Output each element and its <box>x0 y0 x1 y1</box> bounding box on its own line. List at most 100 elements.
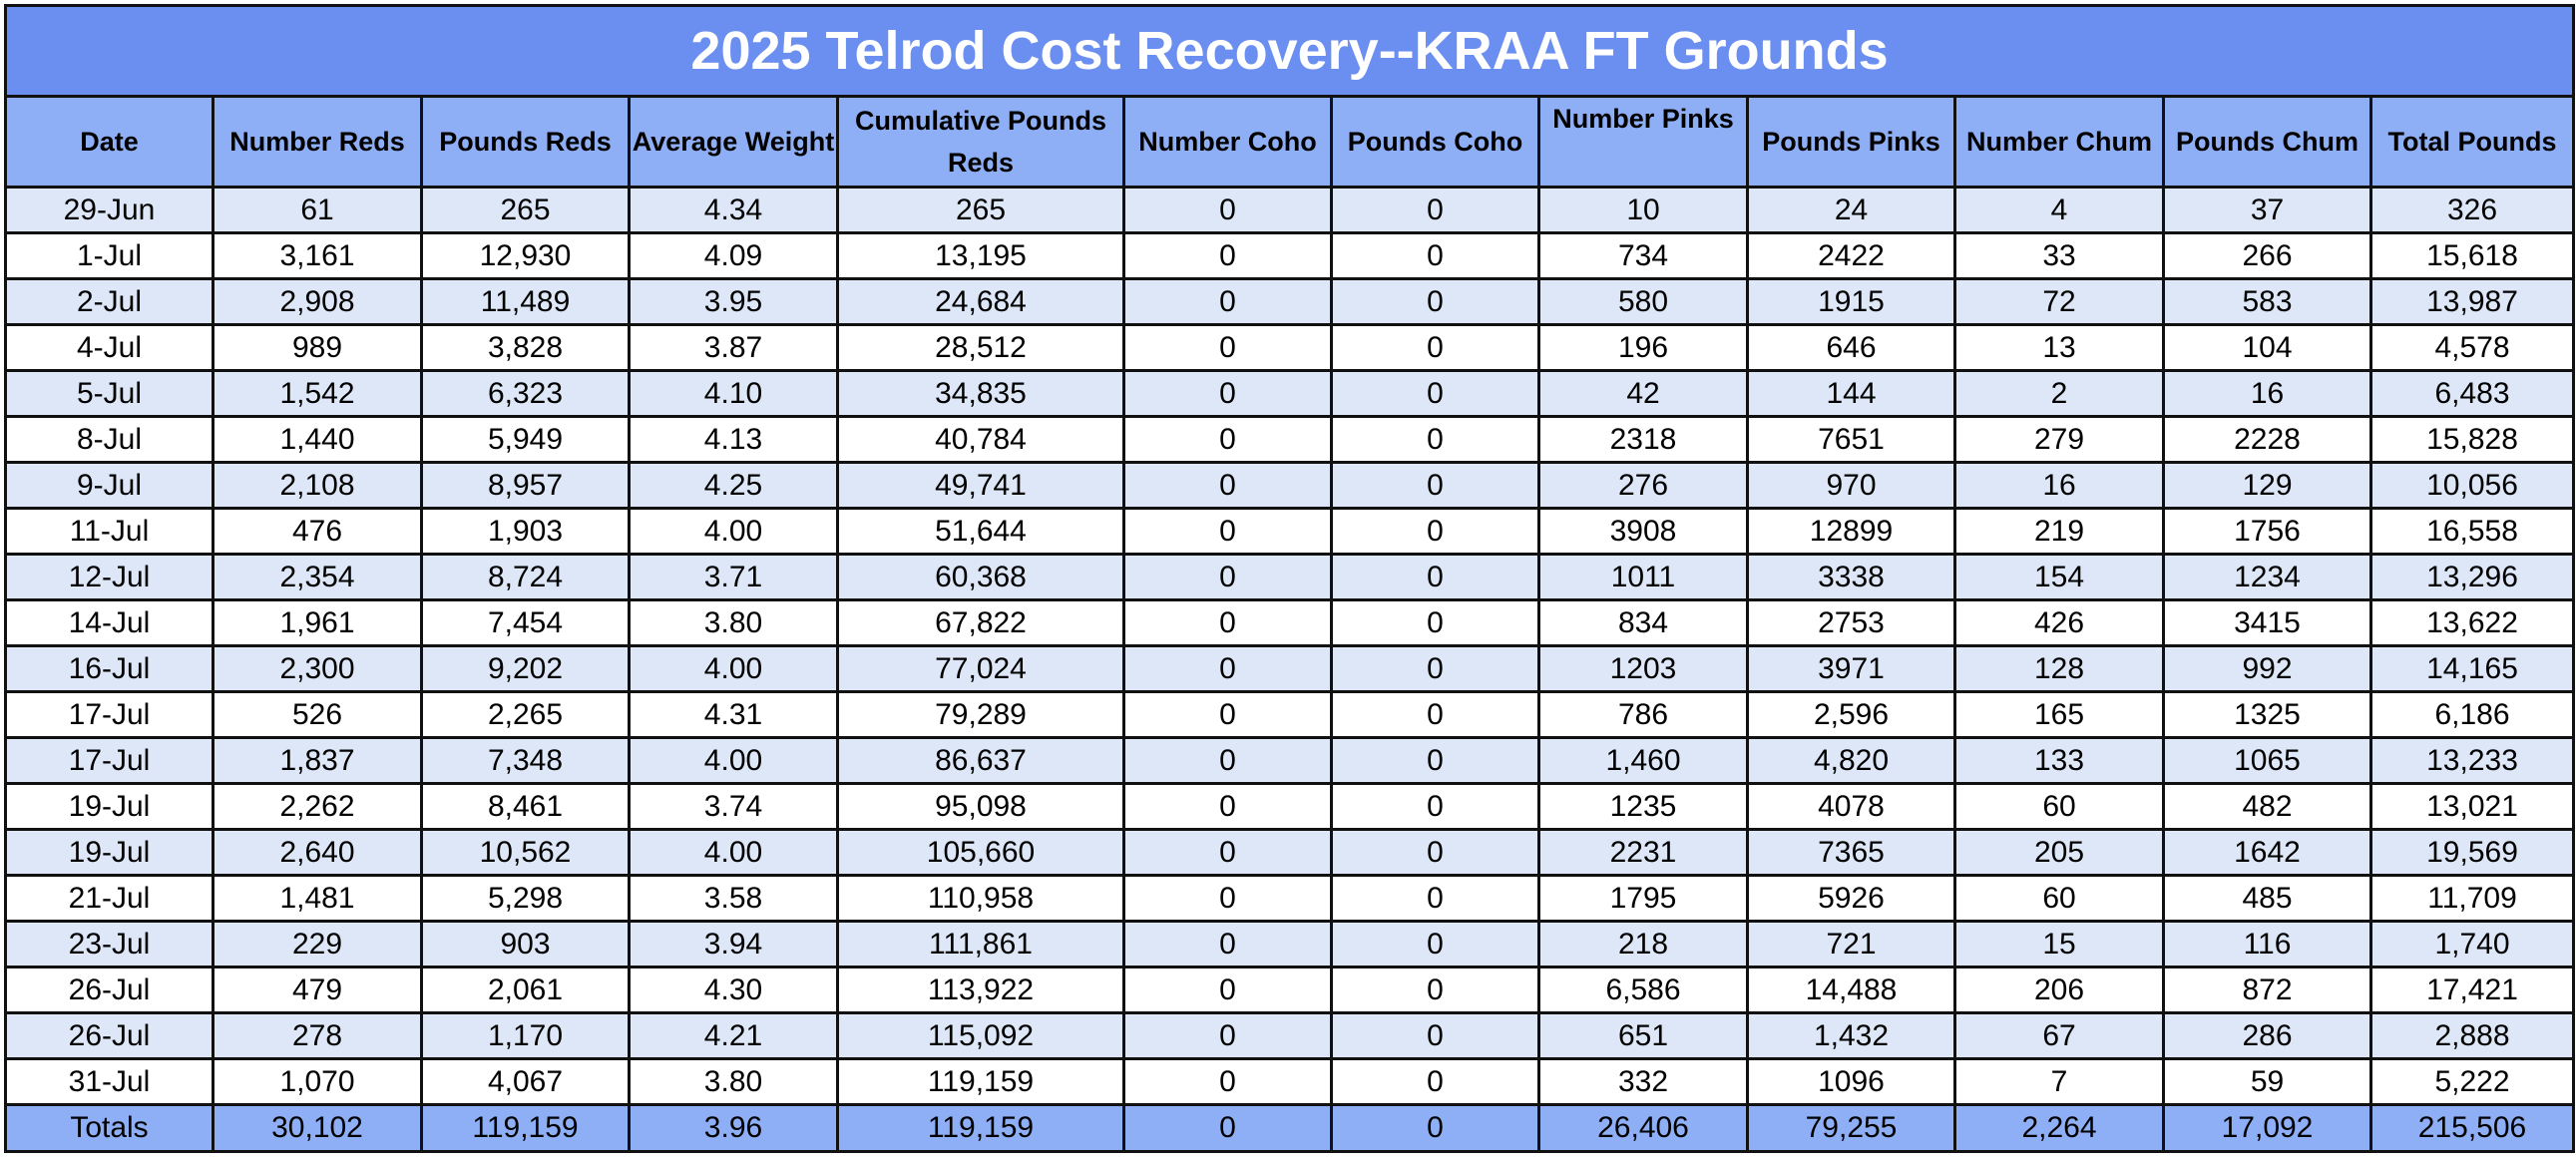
cell-number-coho: 0 <box>1122 1057 1333 1106</box>
cell-total-pounds: 13,021 <box>2368 782 2576 831</box>
cell-number-coho: 0 <box>1122 828 1333 877</box>
cell-pounds-chum: 2228 <box>2162 415 2372 464</box>
cell-number-chum: 16 <box>1953 461 2165 510</box>
cell-cumulative-pounds-reds: 34,835 <box>836 369 1125 418</box>
cell-number-chum: 2 <box>1953 369 2165 418</box>
col-header-number-reds: Number Reds <box>212 95 423 189</box>
cell-number-reds: 1,837 <box>212 736 423 785</box>
table-row: 8-Jul 1,440 5,949 4.13 40,784 0 0 2318 7651 279 22… <box>4 415 2576 464</box>
cell-number-pinks: 1011 <box>1537 553 1749 601</box>
cell-total-pounds: 4,578 <box>2368 323 2576 372</box>
col-header-number-pinks: Number Pinks <box>1537 95 1749 189</box>
header-row: Date Number Reds Pounds Reds Average Wei… <box>4 95 2576 189</box>
cell-pounds-coho: 0 <box>1330 644 1540 693</box>
cell-number-chum: 205 <box>1953 828 2165 877</box>
table-row: 11-Jul 476 1,903 4.00 51,644 0 0 3908 12899 219 17… <box>4 507 2576 556</box>
cell-cumulative-pounds-reds: 105,660 <box>836 828 1125 877</box>
cell-pounds-coho: 0 <box>1330 966 1540 1014</box>
cell-number-reds: 479 <box>212 966 423 1014</box>
cell-date: 17-Jul <box>4 690 215 739</box>
cell-average-weight: 4.21 <box>628 1011 839 1060</box>
cell-number-chum: 33 <box>1953 231 2165 280</box>
totals-cell-number-chum: 2,264 <box>1953 1103 2165 1153</box>
col-header-pounds-reds: Pounds Reds <box>420 95 631 189</box>
cell-number-chum: 13 <box>1953 323 2165 372</box>
cell-number-chum: 15 <box>1953 920 2165 968</box>
cell-total-pounds: 11,709 <box>2368 874 2576 923</box>
table-row: 26-Jul 278 1,170 4.21 115,092 0 0 651 1,432 67 286… <box>4 1011 2576 1060</box>
cell-pounds-pinks: 12899 <box>1746 507 1956 556</box>
cell-date: 8-Jul <box>4 415 215 464</box>
cell-number-coho: 0 <box>1122 1011 1333 1060</box>
cell-date: 17-Jul <box>4 736 215 785</box>
cell-pounds-coho: 0 <box>1330 507 1540 556</box>
cell-total-pounds: 5,222 <box>2368 1057 2576 1106</box>
cell-date: 16-Jul <box>4 644 215 693</box>
cell-number-coho: 0 <box>1122 690 1333 739</box>
cell-pounds-pinks: 5926 <box>1746 874 1956 923</box>
cell-number-coho: 0 <box>1122 323 1333 372</box>
table-row: 1-Jul 3,161 12,930 4.09 13,195 0 0 734 2422 33 266… <box>4 231 2576 280</box>
cell-number-chum: 72 <box>1953 277 2165 326</box>
cell-average-weight: 4.25 <box>628 461 839 510</box>
cell-number-chum: 4 <box>1953 186 2165 234</box>
cell-number-chum: 219 <box>1953 507 2165 556</box>
cell-cumulative-pounds-reds: 119,159 <box>836 1057 1125 1106</box>
totals-cell-pounds-reds: 119,159 <box>420 1103 631 1153</box>
cell-pounds-reds: 7,348 <box>420 736 631 785</box>
cell-total-pounds: 16,558 <box>2368 507 2576 556</box>
cell-average-weight: 3.94 <box>628 920 839 968</box>
cell-pounds-chum: 129 <box>2162 461 2372 510</box>
cell-number-coho: 0 <box>1122 369 1333 418</box>
cell-number-coho: 0 <box>1122 920 1333 968</box>
cell-number-reds: 1,961 <box>212 598 423 647</box>
table-row: 19-Jul 2,640 10,562 4.00 105,660 0 0 2231 7365 20… <box>4 828 2576 877</box>
cell-date: 19-Jul <box>4 828 215 877</box>
cell-average-weight: 4.31 <box>628 690 839 739</box>
cell-date: 31-Jul <box>4 1057 215 1106</box>
cell-average-weight: 3.87 <box>628 323 839 372</box>
table-row: 4-Jul 989 3,828 3.87 28,512 0 0 196 646 13 104 4,57… <box>4 323 2576 372</box>
cell-cumulative-pounds-reds: 79,289 <box>836 690 1125 739</box>
cell-cumulative-pounds-reds: 265 <box>836 186 1125 234</box>
totals-cell-average-weight: 3.96 <box>628 1103 839 1153</box>
cell-cumulative-pounds-reds: 110,958 <box>836 874 1125 923</box>
cell-pounds-reds: 265 <box>420 186 631 234</box>
cell-pounds-reds: 5,949 <box>420 415 631 464</box>
cell-pounds-pinks: 970 <box>1746 461 1956 510</box>
cell-date: 9-Jul <box>4 461 215 510</box>
table-title: 2025 Telrod Cost Recovery--KRAA FT Groun… <box>3 4 2576 98</box>
cell-cumulative-pounds-reds: 115,092 <box>836 1011 1125 1060</box>
cell-total-pounds: 1,740 <box>2368 920 2576 968</box>
cell-total-pounds: 13,622 <box>2368 598 2576 647</box>
cell-number-chum: 133 <box>1953 736 2165 785</box>
col-header-total-pounds: Total Pounds <box>2368 95 2576 189</box>
cell-pounds-reds: 10,562 <box>420 828 631 877</box>
cell-number-coho: 0 <box>1122 736 1333 785</box>
cell-pounds-reds: 11,489 <box>420 277 631 326</box>
cell-total-pounds: 6,186 <box>2368 690 2576 739</box>
cell-number-coho: 0 <box>1122 782 1333 831</box>
cell-number-pinks: 42 <box>1537 369 1749 418</box>
table-row: 26-Jul 479 2,061 4.30 113,922 0 0 6,586 14,488 20… <box>4 966 2576 1014</box>
cell-pounds-coho: 0 <box>1330 690 1540 739</box>
cell-pounds-pinks: 721 <box>1746 920 1956 968</box>
cell-cumulative-pounds-reds: 13,195 <box>836 231 1125 280</box>
cell-pounds-coho: 0 <box>1330 1011 1540 1060</box>
cell-date: 19-Jul <box>4 782 215 831</box>
cell-number-pinks: 834 <box>1537 598 1749 647</box>
cell-pounds-pinks: 4078 <box>1746 782 1956 831</box>
cell-pounds-chum: 583 <box>2162 277 2372 326</box>
cell-number-reds: 2,640 <box>212 828 423 877</box>
cell-pounds-chum: 266 <box>2162 231 2372 280</box>
cell-pounds-chum: 286 <box>2162 1011 2372 1060</box>
cell-number-reds: 1,542 <box>212 369 423 418</box>
cell-pounds-reds: 2,061 <box>420 966 631 1014</box>
cell-number-coho: 0 <box>1122 874 1333 923</box>
cell-total-pounds: 17,421 <box>2368 966 2576 1014</box>
cell-average-weight: 4.00 <box>628 644 839 693</box>
cell-pounds-coho: 0 <box>1330 231 1540 280</box>
table-row: 5-Jul 1,542 6,323 4.10 34,835 0 0 42 144 2 16 6,483 <box>4 369 2576 418</box>
col-header-pounds-pinks: Pounds Pinks <box>1746 95 1956 189</box>
cell-number-coho: 0 <box>1122 507 1333 556</box>
